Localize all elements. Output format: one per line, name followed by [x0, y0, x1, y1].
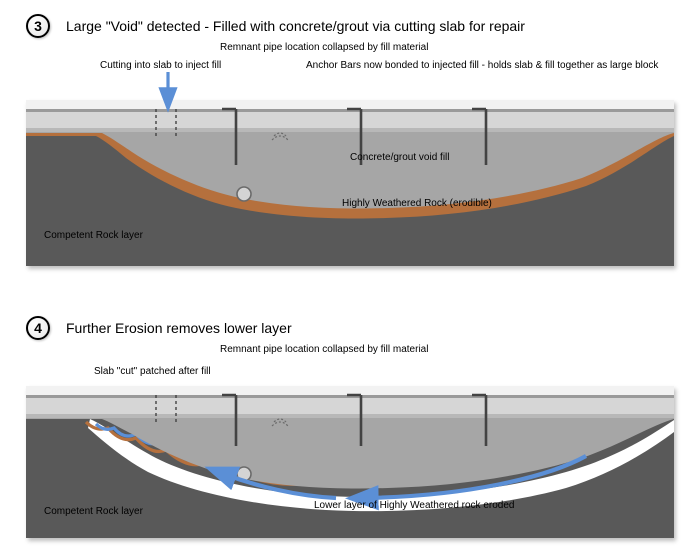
- panel4-cap-slabcut: Slab "cut" patched after fill: [94, 366, 211, 377]
- panel4-cap-remnant: Remnant pipe location collapsed by fill …: [220, 344, 428, 355]
- panel3-title: Large "Void" detected - Filled with conc…: [66, 18, 525, 34]
- sky-strip: [26, 100, 674, 109]
- panel4-title: Further Erosion removes lower layer: [66, 320, 292, 336]
- label-competent-3: Competent Rock layer: [44, 230, 144, 241]
- panel-3: 3 Large "Void" detected - Filled with co…: [0, 4, 700, 294]
- step-number-3-text: 3: [34, 18, 42, 34]
- slab-main: [26, 112, 674, 128]
- step-number-4-text: 4: [34, 320, 42, 336]
- sky-strip-4: [26, 386, 674, 395]
- pipe-remnant: [237, 187, 251, 201]
- panel3-cap-anchor: Anchor Bars now bonded to injected fill …: [306, 60, 658, 71]
- panel3-cap-cutting: Cutting into slab to inject fill: [100, 60, 221, 71]
- label-weathered: Highly Weathered Rock (erodible): [342, 198, 492, 209]
- step-number-3: 3: [26, 14, 50, 38]
- slab-under-4: [26, 414, 674, 418]
- panel4-cross-section: Lower layer of Highly Weathered rock ero…: [26, 386, 674, 538]
- slab-main-4: [26, 398, 674, 414]
- label-eroded: Lower layer of Highly Weathered rock ero…: [314, 500, 514, 511]
- slab-under: [26, 128, 674, 132]
- inject-arrow: [158, 72, 178, 108]
- panel3-cap-remnant: Remnant pipe location collapsed by fill …: [220, 42, 428, 53]
- step-number-4: 4: [26, 316, 50, 340]
- label-competent-4: Competent Rock layer: [44, 506, 144, 517]
- panel-4: 4 Further Erosion removes lower layer Re…: [0, 310, 700, 550]
- panel4-svg: Lower layer of Highly Weathered rock ero…: [26, 386, 674, 538]
- label-fill: Concrete/grout void fill: [350, 152, 450, 163]
- panel3-cross-section: Concrete/grout void fill Highly Weathere…: [26, 100, 674, 266]
- panel3-svg: Concrete/grout void fill Highly Weathere…: [26, 100, 674, 266]
